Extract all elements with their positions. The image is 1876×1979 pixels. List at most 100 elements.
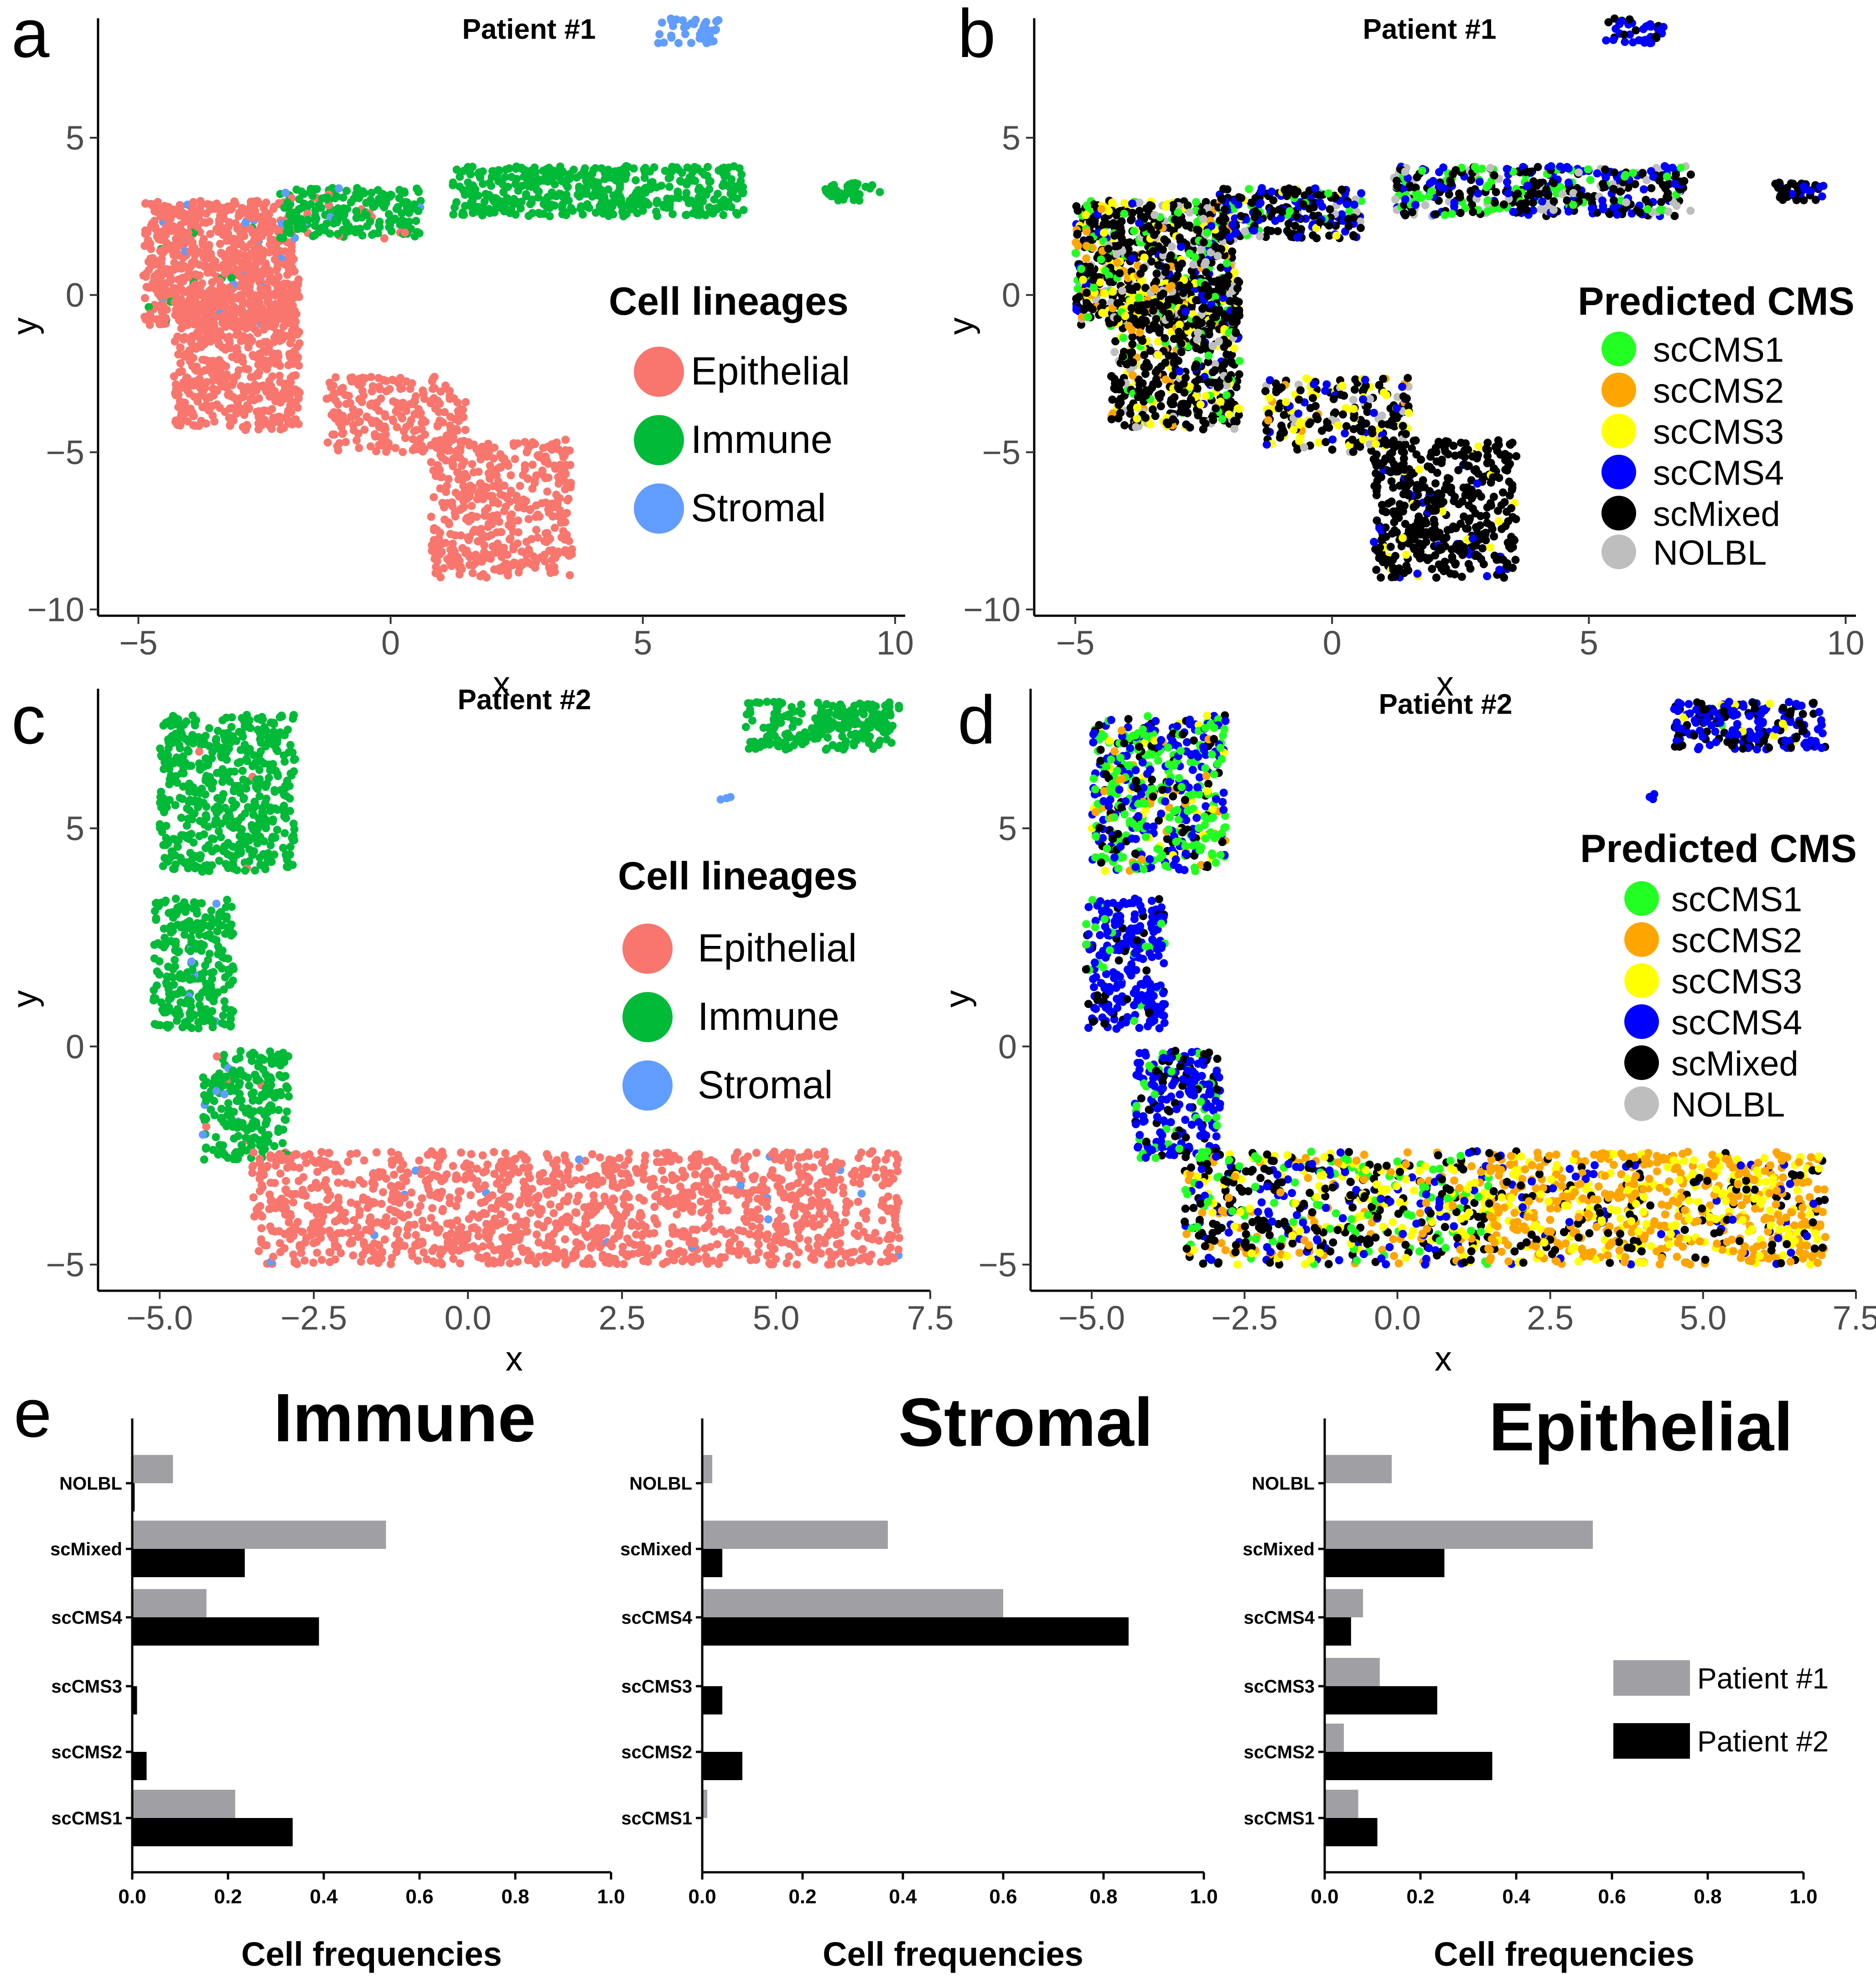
data-point [227, 392, 235, 400]
data-point [1104, 207, 1113, 215]
data-point [514, 516, 523, 525]
data-point [277, 329, 285, 338]
data-point [453, 553, 462, 561]
data-point [1100, 289, 1109, 298]
data-point [1169, 201, 1177, 209]
data-point [411, 392, 420, 400]
data-point [1265, 394, 1274, 402]
data-point [607, 199, 616, 207]
data-point [342, 187, 351, 195]
data-point [246, 322, 255, 331]
data-point [322, 219, 331, 228]
data-point [1313, 415, 1322, 424]
data-point [244, 343, 253, 352]
data-point [194, 342, 202, 350]
data-point [1500, 498, 1509, 506]
data-point [268, 372, 277, 381]
data-point [1083, 227, 1091, 236]
data-point [162, 286, 171, 295]
data-point [239, 332, 248, 341]
data-point [231, 219, 240, 228]
data-point [254, 251, 263, 260]
data-point [1394, 514, 1403, 522]
data-point [1212, 404, 1220, 413]
data-point [457, 565, 466, 573]
data-point [191, 270, 200, 279]
data-point [257, 411, 265, 420]
data-point [1127, 216, 1135, 224]
data-point [1135, 293, 1143, 302]
data-point [483, 553, 492, 562]
data-point [160, 269, 169, 277]
data-point [1285, 207, 1294, 216]
data-point [705, 32, 714, 41]
data-point [1146, 420, 1155, 429]
data-point [1496, 450, 1505, 459]
data-point [363, 211, 371, 219]
data-point [1461, 453, 1469, 462]
data-point [1443, 474, 1452, 483]
data-point [1088, 219, 1096, 228]
data-point [394, 379, 403, 388]
data-point [550, 180, 559, 189]
data-point [254, 258, 263, 266]
data-point [482, 484, 491, 493]
data-point [484, 519, 493, 528]
data-point [1490, 493, 1498, 501]
data-point [1402, 551, 1410, 559]
data-point [1305, 420, 1313, 428]
data-point [433, 421, 442, 430]
data-point [1359, 395, 1368, 404]
data-point [519, 558, 528, 567]
data-point [547, 547, 556, 556]
data-point [1262, 426, 1271, 435]
data-point [469, 468, 478, 477]
data-point [1129, 371, 1137, 380]
data-point [443, 482, 451, 490]
data-point [562, 181, 570, 189]
data-point [1316, 218, 1324, 227]
data-point [674, 39, 683, 47]
data-point [1097, 255, 1105, 264]
data-point [444, 518, 453, 527]
data-point [1170, 393, 1179, 401]
data-point [714, 16, 723, 25]
data-point [1289, 426, 1298, 434]
data-point [229, 377, 238, 386]
data-point [435, 466, 444, 474]
data-point [512, 164, 520, 173]
data-point [431, 569, 440, 577]
data-point [1338, 410, 1347, 419]
data-point [713, 190, 722, 198]
data-point [265, 276, 274, 285]
data-point [474, 489, 482, 498]
data-point [522, 497, 530, 505]
data-point [1416, 547, 1425, 556]
data-point [632, 176, 640, 185]
data-point [281, 391, 290, 400]
data-point [1162, 263, 1171, 272]
legend-label: Immune [691, 418, 833, 462]
data-point [604, 207, 612, 215]
data-point [1154, 222, 1163, 230]
data-point [1083, 288, 1091, 297]
data-point [1179, 289, 1187, 297]
data-point [179, 335, 188, 344]
data-point [342, 223, 351, 231]
data-point [1400, 466, 1409, 474]
data-point [1508, 438, 1517, 447]
data-point [1460, 512, 1468, 521]
data-point [1127, 304, 1136, 312]
data-point [1123, 239, 1132, 247]
data-point [1269, 196, 1278, 205]
data-point [163, 203, 171, 212]
data-point [220, 250, 229, 259]
data-point [427, 513, 435, 521]
data-point [223, 223, 232, 232]
data-point [1404, 409, 1413, 417]
data-point [183, 417, 192, 426]
data-point [334, 446, 342, 455]
data-point [342, 438, 350, 447]
data-point [374, 406, 383, 415]
